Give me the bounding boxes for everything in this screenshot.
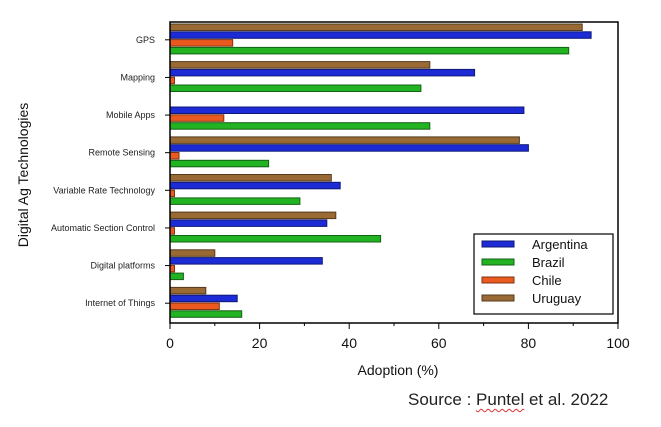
category-label: Mobile Apps bbox=[106, 110, 156, 120]
legend-label-argentina: Argentina bbox=[532, 237, 588, 252]
bar-brazil-mapping bbox=[169, 84, 422, 92]
x-tick-label: 40 bbox=[341, 335, 357, 351]
x-tick-label: 80 bbox=[521, 335, 537, 351]
bar-uruguay-digital-platforms bbox=[169, 249, 216, 257]
category-label: Automatic Section Control bbox=[51, 223, 155, 233]
category-label: Internet of Things bbox=[85, 298, 155, 308]
bar-brazil-automatic-section-control bbox=[169, 235, 382, 243]
bar-argentina-mapping bbox=[169, 68, 476, 77]
x-axis-title: Adoption (%) bbox=[358, 362, 439, 378]
bar-argentina-digital-platforms bbox=[169, 257, 323, 265]
legend-swatch-argentina bbox=[481, 240, 515, 248]
x-tick-label: 0 bbox=[166, 335, 174, 351]
bar-argentina-remote-sensing bbox=[169, 144, 529, 152]
bar-uruguay-mapping bbox=[169, 61, 431, 69]
bar-argentina-mobile-apps bbox=[169, 106, 525, 114]
bar-chile-gps bbox=[169, 39, 234, 47]
legend-label-chile: Chile bbox=[532, 273, 562, 288]
x-tick-label: 20 bbox=[252, 335, 268, 351]
legend-swatch-brazil bbox=[481, 258, 515, 266]
legend: Argentina Brazil Chile Uruguay bbox=[473, 233, 614, 315]
bar-uruguay-variable-rate-technology bbox=[169, 174, 332, 182]
bar-brazil-mobile-apps bbox=[169, 122, 431, 130]
bar-uruguay-internet-of-things bbox=[169, 286, 207, 295]
bar-chile-internet-of-things bbox=[169, 302, 220, 310]
bar-brazil-variable-rate-technology bbox=[169, 197, 301, 205]
bar-argentina-automatic-section-control bbox=[169, 219, 328, 227]
source-author: Puntel bbox=[476, 390, 525, 409]
bar-uruguay-automatic-section-control bbox=[169, 211, 337, 220]
bar-chile-mobile-apps bbox=[169, 114, 225, 122]
bar-brazil-digital-platforms bbox=[169, 272, 184, 281]
category-label: Variable Rate Technology bbox=[53, 185, 155, 195]
y-axis-title: Digital Ag Technologies bbox=[15, 103, 31, 248]
bar-uruguay-gps bbox=[169, 23, 583, 31]
bar-chile-remote-sensing bbox=[169, 152, 180, 160]
bar-argentina-gps bbox=[169, 31, 592, 39]
axis-ticks: 0 20 40 60 80 100 bbox=[165, 39, 630, 351]
legend-swatch-chile bbox=[481, 276, 515, 284]
x-tick-label: 100 bbox=[606, 335, 630, 351]
category-label: GPS bbox=[136, 35, 155, 45]
x-tick-label: 60 bbox=[431, 335, 447, 351]
legend-label-brazil: Brazil bbox=[532, 255, 565, 270]
bar-brazil-remote-sensing bbox=[169, 159, 270, 168]
category-label: Digital platforms bbox=[90, 261, 155, 271]
bar-uruguay-remote-sensing bbox=[169, 136, 520, 144]
source-suffix: et al. 2022 bbox=[524, 390, 609, 409]
legend-swatch-uruguay bbox=[481, 294, 515, 302]
bar-brazil-gps bbox=[169, 46, 570, 55]
bar-brazil-internet-of-things bbox=[169, 310, 243, 318]
category-label: Remote Sensing bbox=[88, 148, 155, 158]
bar-argentina-variable-rate-technology bbox=[169, 181, 341, 190]
legend-label-uruguay: Uruguay bbox=[532, 291, 582, 306]
category-label: Mapping bbox=[120, 72, 155, 82]
category-labels: GPS Mapping Mobile Apps Remote Sensing Varia… bbox=[51, 35, 156, 308]
bar-argentina-internet-of-things bbox=[169, 294, 238, 303]
source-caption: Source : Puntel et al. 2022 bbox=[408, 390, 608, 410]
source-prefix: Source : bbox=[408, 390, 477, 409]
